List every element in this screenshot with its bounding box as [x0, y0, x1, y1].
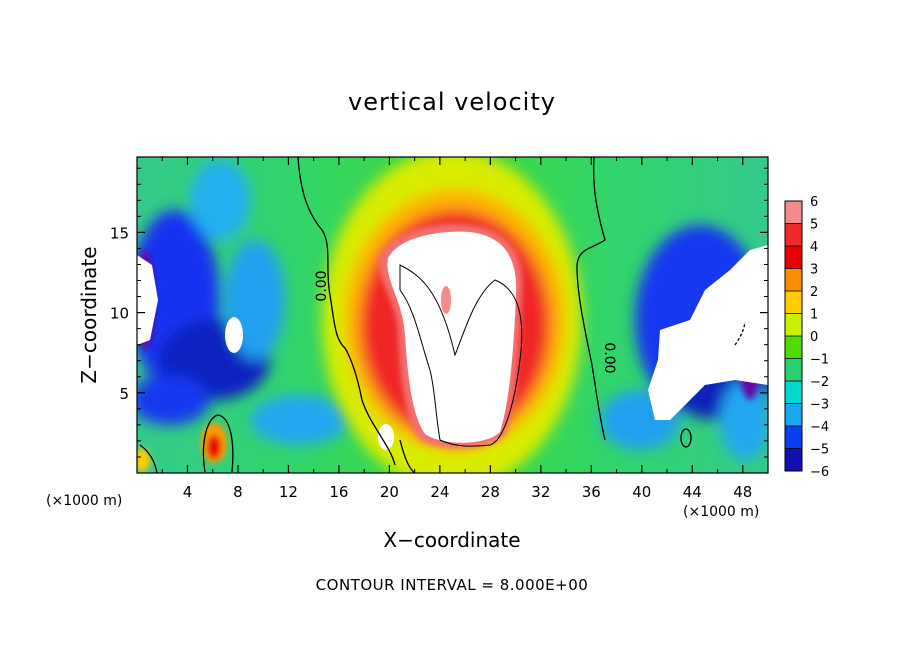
colorbar-label: 4	[810, 240, 818, 255]
x-tick-label: 8	[233, 483, 243, 501]
x-tick-label: 4	[183, 483, 193, 501]
colorbar-band	[785, 313, 802, 337]
x-tick-label: 44	[683, 483, 702, 501]
x-tick-label: 16	[329, 483, 348, 501]
x-tick-label: 24	[430, 483, 449, 501]
x-axis-label: X−coordinate	[383, 528, 520, 552]
contour-interval-note: CONTOUR INTERVAL = 8.000E+00	[315, 576, 589, 594]
x-tick-label: 40	[632, 483, 651, 501]
y-tick-label: 5	[119, 385, 129, 403]
x-tick-label: 48	[733, 483, 752, 501]
colorbar-label: 0	[810, 330, 818, 345]
contour-label: 0.00	[314, 270, 330, 301]
colorbar-band	[785, 223, 802, 247]
colorbar-band	[785, 336, 802, 359]
colorbar-band	[785, 246, 802, 269]
colorbar-band	[785, 268, 802, 292]
chart-title: vertical velocity	[348, 88, 556, 116]
colorbar-band	[785, 291, 802, 314]
colorbar-label: −1	[810, 353, 829, 368]
x-axis: 4 8 12 16 20 24 28 32 36 40 44 48	[161, 157, 752, 501]
x-tick-label: 32	[531, 483, 550, 501]
x-unit-label-left: (×1000 m)	[46, 493, 122, 509]
colorbar-label: 2	[810, 285, 818, 300]
colorbar-band	[785, 426, 802, 449]
y-tick-label: 15	[110, 224, 129, 242]
y-axis: 5 10 15	[110, 167, 768, 458]
heatmap-field	[137, 157, 768, 473]
colorbar-band	[785, 201, 802, 224]
contour-lines	[139, 157, 746, 473]
y-tick-label: 10	[110, 305, 129, 323]
x-unit-label-right: (×1000 m)	[683, 504, 759, 520]
colorbar-label: 3	[810, 263, 818, 278]
colorbar-label: −3	[810, 398, 829, 413]
colorbar-band	[785, 358, 802, 382]
x-tick-label: 20	[380, 483, 399, 501]
contour-label: 0.00	[601, 342, 617, 373]
colorbar-band	[785, 403, 802, 427]
colorbar-band	[785, 448, 802, 472]
colorbar-label: −4	[810, 420, 829, 435]
x-tick-label: 12	[279, 483, 298, 501]
colorbar-label: 6	[810, 195, 818, 210]
colorbar-label: 1	[810, 308, 818, 323]
colorbar-band	[785, 381, 802, 404]
x-tick-label: 28	[481, 483, 500, 501]
colorbar: 6 5 4 3 2 1 0 −1 −2 −3 −4 −5 −6	[784, 195, 829, 480]
colorbar-label: −6	[810, 465, 829, 480]
colorbar-label: −2	[810, 375, 829, 390]
y-axis-label: Z−coordinate	[77, 246, 101, 383]
x-tick-label: 36	[582, 483, 601, 501]
plot-frame	[136, 156, 769, 474]
colorbar-label: −5	[810, 443, 829, 458]
colorbar-label: 5	[810, 218, 818, 233]
